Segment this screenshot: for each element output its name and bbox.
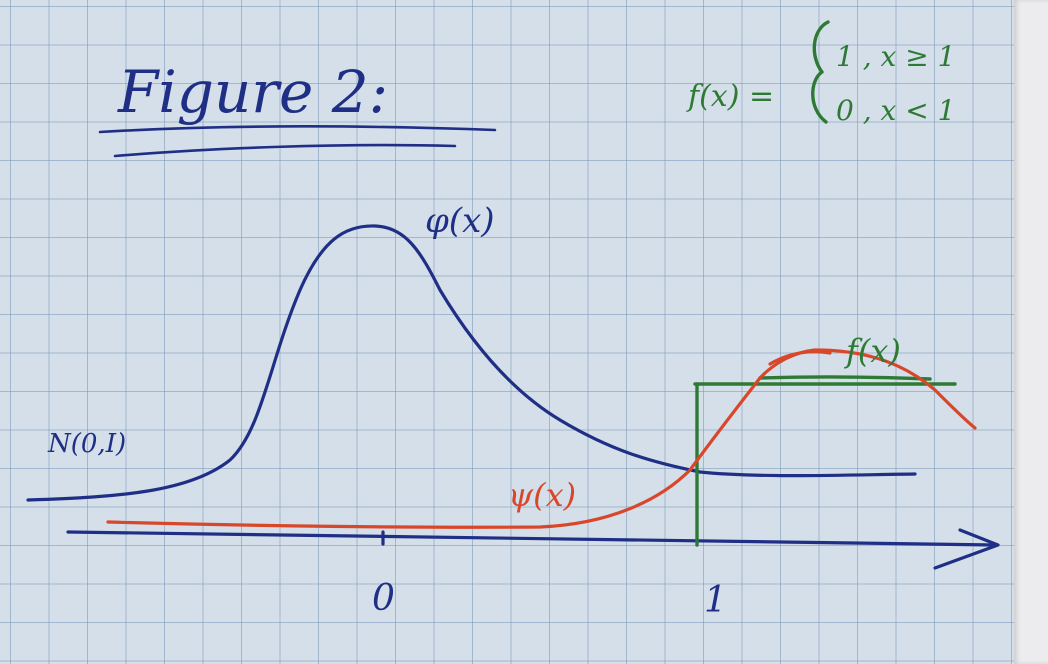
graph-paper-grid xyxy=(0,0,1014,664)
psi-curve xyxy=(106,348,977,529)
f-label: f(x) xyxy=(844,332,901,370)
figure-title: Figure 2: xyxy=(117,58,388,126)
x-axis-arrow xyxy=(933,528,1000,570)
one-label: 1 xyxy=(704,580,727,621)
normal-label: N(0,I) xyxy=(47,429,126,459)
definition-lhs: f(x) = xyxy=(686,79,774,114)
definition-case-1: 1 , x ≥ 1 xyxy=(836,40,955,73)
origin-label: 0 xyxy=(372,578,395,619)
phi-label: φ(x) xyxy=(425,201,495,241)
title-underline-2 xyxy=(113,143,457,158)
psi-label: ψ(x) xyxy=(508,476,576,514)
step-top-overstroke xyxy=(758,375,932,381)
definition-case-2: 0 , x < 1 xyxy=(836,94,955,127)
definition-brace xyxy=(811,20,830,124)
page-margin xyxy=(1014,0,1048,664)
title-underline xyxy=(98,125,497,134)
x-axis xyxy=(66,530,997,547)
phi-curve xyxy=(26,224,917,502)
psi-overstroke xyxy=(768,350,832,366)
